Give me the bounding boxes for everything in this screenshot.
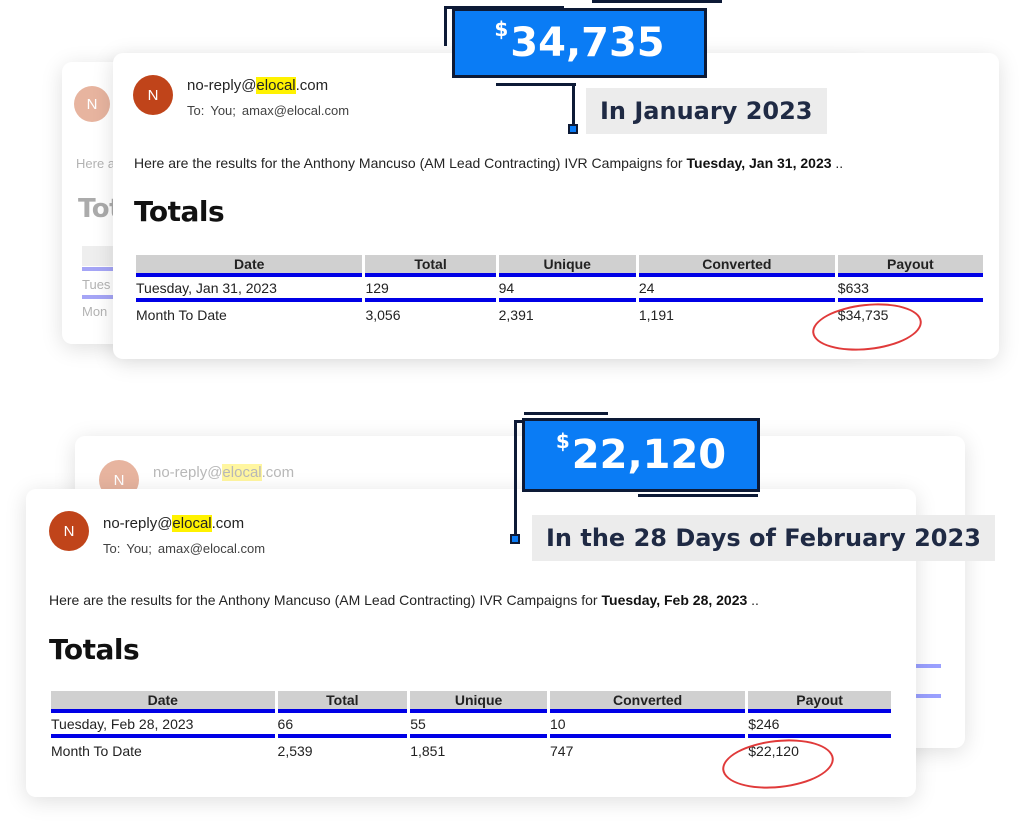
connector-line — [524, 412, 608, 415]
sender-address: no-reply@elocal.com — [153, 464, 294, 481]
header-date: Date — [136, 255, 363, 277]
sender-highlight: elocal — [256, 77, 296, 94]
totals-title: Totals — [134, 195, 225, 228]
sender-address[interactable]: no-reply@elocal.com — [103, 515, 244, 532]
cell-total: 3,056 — [365, 306, 401, 323]
intro-text: Here a — [76, 156, 116, 171]
cell-converted: 747 — [550, 742, 574, 759]
to-you[interactable]: You; — [210, 103, 236, 118]
cell-unique: 94 — [498, 277, 636, 302]
connector-line — [444, 6, 447, 46]
cell-date: Month To Date — [51, 742, 142, 759]
sender-highlight: elocal — [172, 515, 212, 532]
cell-converted: 10 — [550, 713, 746, 738]
intro-text: Here are the results for the Anthony Man… — [49, 592, 759, 608]
sender-user: no-reply@ — [103, 515, 173, 532]
totals-title: Totals — [49, 633, 140, 666]
cell-unique: 1,851 — [410, 742, 446, 759]
header-total: Total — [277, 691, 408, 713]
cell-payout: $246 — [748, 713, 891, 738]
to-address[interactable]: amax@elocal.com — [157, 541, 266, 556]
connector-line — [572, 83, 575, 127]
header-total: Total — [365, 255, 496, 277]
badge-amount: 34,735 — [510, 20, 665, 66]
table-row: Month To Date 3,056 2,391 1,191 $34,735 — [136, 302, 983, 327]
intro-text: Here are the results for the Anthony Man… — [134, 155, 843, 171]
to-address[interactable]: amax@elocal.com — [241, 103, 350, 118]
table-rule — [82, 295, 142, 299]
cell-unique: 55 — [410, 713, 547, 738]
cell-payout: $34,735 — [837, 306, 889, 323]
period-caption-feb: In the 28 Days of February 2023 — [532, 515, 995, 561]
cell-payout: $633 — [837, 277, 983, 302]
period-caption-jan: In January 2023 — [586, 88, 827, 134]
intro-tail: .. — [747, 592, 759, 608]
intro-body: Here are the results for the Anthony Man… — [49, 592, 602, 608]
intro-date: Tuesday, Feb 28, 2023 — [601, 592, 748, 608]
sender-user: no-reply@ — [187, 77, 257, 94]
cell-converted: 24 — [638, 277, 835, 302]
cell-total: 66 — [277, 713, 408, 738]
connector-line — [514, 420, 517, 538]
cell-date: Tuesday, Jan 31, 2023 — [136, 277, 363, 302]
sender-domain: .com — [295, 77, 329, 94]
sender-address[interactable]: no-reply@elocal.com — [187, 77, 328, 94]
cell-unique: 2,391 — [498, 306, 534, 323]
header-converted: Converted — [550, 691, 746, 713]
recipient-line: To: You; amax@elocal.com — [187, 103, 349, 118]
table-rule — [913, 694, 941, 698]
connector-line — [592, 0, 722, 3]
email-card-jan: N no-reply@elocal.com To: You; amax@elocal… — [113, 53, 999, 359]
badge-currency: $ — [555, 429, 570, 453]
intro-date: Tuesday, Jan 31, 2023 — [686, 155, 832, 171]
header-converted: Converted — [638, 255, 835, 277]
intro-body: Here are the results for the Anthony Man… — [134, 155, 687, 171]
email-card-feb: N no-reply@elocal.com To: You; amax@elocal… — [26, 489, 916, 797]
sender-highlight: elocal — [222, 464, 262, 481]
connector-line — [496, 83, 576, 86]
sender-avatar: N — [133, 75, 173, 115]
to-you[interactable]: You; — [126, 541, 152, 556]
connector-dot — [568, 124, 578, 134]
cell-date: Month To Date — [136, 306, 227, 323]
table-header-row: Date Total Unique Converted Payout — [51, 691, 891, 713]
table-row: Tuesday, Jan 31, 2023 129 94 24 $633 — [136, 277, 983, 302]
amount-badge-jan: $34,735 — [452, 8, 707, 78]
connector-line — [444, 6, 564, 9]
sender-avatar: N — [49, 511, 89, 551]
table-row: Month To Date 2,539 1,851 747 $22,120 — [51, 738, 891, 763]
badge-currency: $ — [494, 17, 509, 41]
sender-domain: .com — [211, 515, 245, 532]
to-label: To: — [103, 541, 121, 556]
sender-domain: .com — [261, 464, 295, 481]
cell-payout: $22,120 — [748, 742, 799, 759]
sender-user: no-reply@ — [153, 464, 223, 481]
connector-line — [638, 494, 758, 497]
results-table: Date Total Unique Converted Payout Tuesd… — [133, 255, 986, 327]
header-date: Date — [51, 691, 275, 713]
recipient-line: To: You; amax@elocal.com — [103, 541, 265, 556]
table-header-row: Date Total Unique Converted Payout — [136, 255, 983, 277]
cell-total: 2,539 — [277, 742, 313, 759]
table-cell: Mon — [82, 304, 108, 319]
table-rule — [913, 664, 941, 668]
connector-dot — [510, 534, 520, 544]
results-table: Date Total Unique Converted Payout Tuesd… — [48, 691, 894, 763]
to-label: To: — [187, 103, 205, 118]
badge-amount: 22,120 — [571, 432, 727, 478]
sender-avatar: N — [74, 86, 110, 122]
header-unique: Unique — [410, 691, 547, 713]
table-cell: Tues — [82, 277, 111, 292]
table-rule — [82, 267, 142, 271]
header-unique: Unique — [498, 255, 636, 277]
header-payout: Payout — [837, 255, 983, 277]
header-payout: Payout — [748, 691, 891, 713]
intro-tail: .. — [831, 155, 844, 171]
cell-date: Tuesday, Feb 28, 2023 — [51, 713, 275, 738]
table-row: Tuesday, Feb 28, 2023 66 55 10 $246 — [51, 713, 891, 738]
cell-converted: 1,191 — [638, 306, 674, 323]
amount-badge-feb: $22,120 — [522, 418, 760, 492]
cell-total: 129 — [365, 277, 496, 302]
